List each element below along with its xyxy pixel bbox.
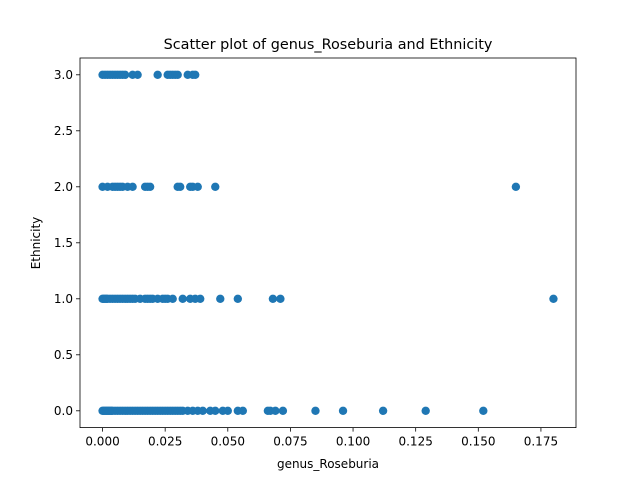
scatter-point (198, 406, 207, 415)
scatter-point (238, 406, 248, 415)
scatter-point (168, 294, 177, 303)
scatter-point (191, 70, 200, 80)
chart-title: Scatter plot of genus_Roseburia and Ethn… (164, 37, 493, 53)
y-tick-label: 3.0 (54, 68, 73, 82)
x-tick-label: 0.100 (336, 435, 370, 449)
x-tick-label: 0.075 (273, 435, 307, 449)
y-tick-label: 2.5 (54, 124, 73, 138)
scatter-point (421, 406, 430, 415)
points-layer (98, 70, 558, 415)
x-axis-label: genus_Roseburia (277, 457, 379, 471)
y-axis-label: Ethnicity (29, 217, 43, 270)
scatter-point (216, 294, 225, 303)
x-tick-label: 0.025 (148, 435, 182, 449)
y-tick-label: 1.5 (54, 236, 73, 250)
scatter-point (176, 182, 185, 191)
scatter-point (276, 294, 285, 303)
scatter-point (233, 294, 243, 303)
scatter-point (549, 294, 558, 303)
scatter-point (173, 70, 182, 80)
scatter-point (211, 182, 220, 191)
scatter-point (211, 406, 220, 415)
x-axis: 0.000 0.025 0.050 0.075 0.100 0.125 0.150 0.175 (85, 427, 558, 449)
y-tick-label: 0.0 (54, 404, 73, 418)
y-tick-label: 0.5 (54, 348, 73, 362)
scatter-point (268, 294, 278, 303)
x-tick-label: 0.000 (85, 435, 119, 449)
x-tick-label: 0.125 (398, 435, 432, 449)
scatter-point (128, 182, 137, 191)
scatter-point (278, 406, 288, 415)
x-tick-label: 0.150 (461, 435, 495, 449)
scatter-point (338, 406, 348, 415)
scatter-point (196, 294, 205, 303)
scatter-point (311, 406, 320, 415)
scatter-point (223, 406, 232, 415)
y-axis: 0.0 0.5 1.0 1.5 2.0 2.5 3.0 (54, 68, 80, 418)
scatter-point (178, 294, 187, 303)
scatter-point (479, 406, 488, 415)
y-tick-label: 1.0 (54, 292, 73, 306)
scatter-point (511, 182, 521, 191)
y-tick-label: 2.0 (54, 180, 73, 194)
scatter-point (378, 406, 388, 415)
scatter-point (193, 182, 202, 191)
x-tick-label: 0.175 (524, 435, 558, 449)
scatter-point (153, 70, 162, 80)
scatter-point (145, 182, 155, 191)
scatter-point (120, 70, 130, 80)
scatter-point (271, 406, 280, 415)
scatter-point (133, 70, 142, 80)
x-tick-label: 0.050 (211, 435, 245, 449)
